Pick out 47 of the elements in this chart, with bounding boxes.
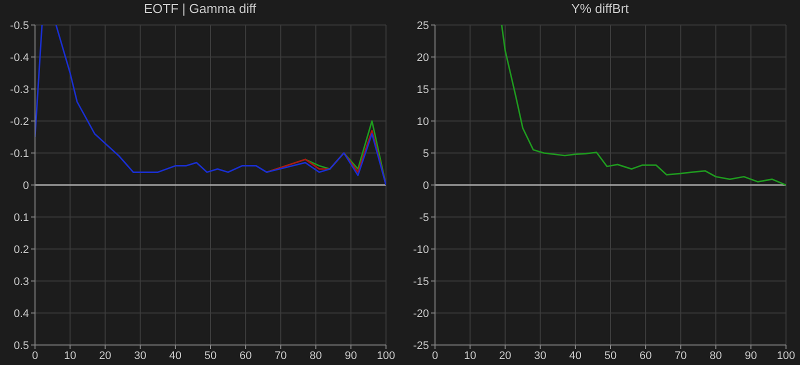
y-tick-label: -20 [413, 308, 429, 320]
x-tick-label: 50 [204, 350, 217, 362]
x-tick-label: 100 [776, 350, 796, 362]
x-tick-label: 90 [344, 350, 358, 362]
y-tick-label: 20 [416, 52, 429, 64]
y-tick-label: 0.4 [14, 308, 29, 320]
x-tick-label: 30 [134, 350, 146, 362]
x-tick-label: 0 [432, 350, 438, 362]
y-tick-label: -0.1 [10, 148, 29, 160]
chart-title: Y% diffBrt [570, 0, 630, 18]
y-tick-label: -0.2 [10, 116, 29, 128]
x-tick-label: 40 [169, 350, 182, 362]
x-tick-label: 70 [274, 350, 287, 362]
x-tick-label: 80 [310, 350, 322, 362]
y-tick-label: 0.5 [14, 340, 29, 352]
line-series [500, 25, 786, 186]
x-tick-label: 60 [639, 350, 652, 362]
y-tick-label: 5 [422, 148, 429, 160]
y-tick-label: 0.1 [14, 212, 29, 224]
x-tick-label: 20 [499, 350, 512, 362]
x-tick-label: 10 [64, 350, 76, 362]
x-tick-label: 80 [710, 350, 722, 362]
y-tick-label: -0.4 [10, 52, 29, 64]
y-tick-label: 0 [22, 180, 29, 192]
x-tick-label: 30 [534, 350, 546, 362]
x-tick-label: 20 [99, 350, 112, 362]
y-tick-label: -0.3 [10, 84, 29, 96]
y-tick-label: -15 [413, 276, 429, 288]
y-tick-label: -0.5 [10, 20, 29, 32]
y-tick-label: -5 [419, 212, 429, 224]
x-tick-label: 50 [604, 350, 617, 362]
chart-title: EOTF | Gamma diff [142, 0, 258, 18]
y-tick-label: 0.2 [14, 244, 29, 256]
y-tick-label: -25 [413, 340, 429, 352]
y-tick-label: 15 [416, 84, 429, 96]
x-tick-label: 10 [464, 350, 476, 362]
y-tick-label: -10 [413, 244, 429, 256]
x-tick-label: 90 [744, 350, 758, 362]
y-tick-label: 0.3 [14, 276, 29, 288]
y-tick-label: 0 [422, 180, 429, 192]
y-tick-label: 10 [416, 116, 429, 128]
x-tick-label: 100 [376, 350, 396, 362]
y-tick-label: 25 [416, 20, 429, 32]
x-tick-label: 60 [239, 350, 252, 362]
x-tick-label: 0 [32, 350, 38, 362]
x-tick-label: 70 [674, 350, 687, 362]
x-tick-label: 40 [569, 350, 582, 362]
